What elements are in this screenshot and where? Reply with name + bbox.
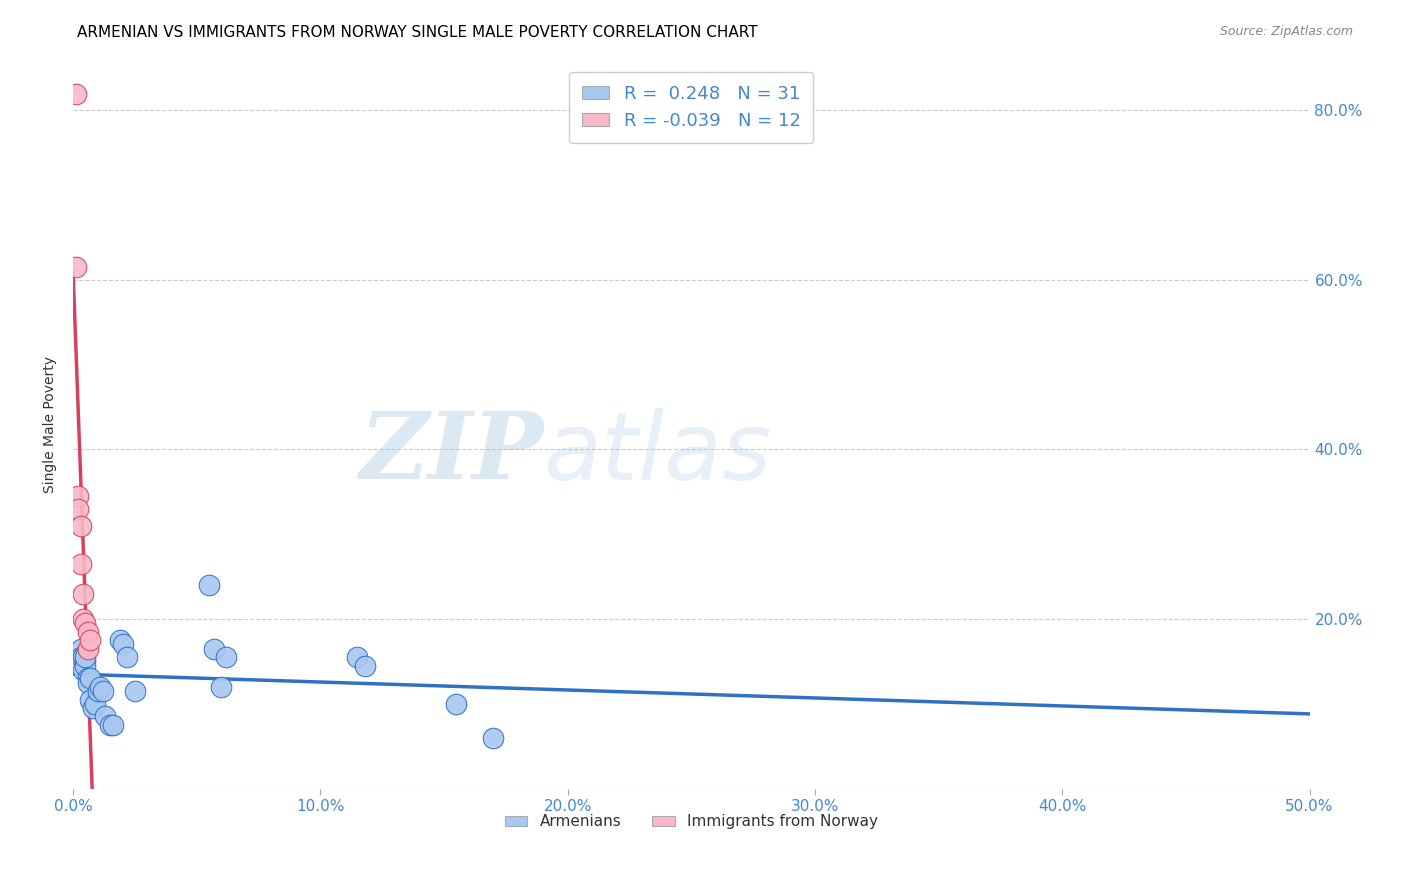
Point bbox=[77, 675, 100, 690]
Point bbox=[79, 692, 101, 706]
Legend: Armenians, Immigrants from Norway: Armenians, Immigrants from Norway bbox=[498, 808, 884, 836]
Point bbox=[72, 663, 94, 677]
Text: Source: ZipAtlas.com: Source: ZipAtlas.com bbox=[1219, 25, 1353, 38]
Point bbox=[67, 489, 90, 503]
Point bbox=[101, 718, 124, 732]
Point bbox=[94, 709, 117, 723]
Point bbox=[65, 87, 87, 101]
Point bbox=[446, 697, 468, 711]
Point bbox=[346, 650, 368, 665]
Point bbox=[84, 697, 107, 711]
Text: ZIP: ZIP bbox=[359, 409, 543, 499]
Point bbox=[69, 650, 91, 665]
Point bbox=[69, 641, 91, 656]
Point bbox=[77, 624, 100, 639]
Point bbox=[108, 633, 131, 648]
Point bbox=[72, 650, 94, 665]
Point bbox=[69, 557, 91, 571]
Point bbox=[75, 616, 97, 631]
Point bbox=[65, 260, 87, 275]
Point bbox=[111, 637, 134, 651]
Text: atlas: atlas bbox=[543, 408, 770, 499]
Text: ARMENIAN VS IMMIGRANTS FROM NORWAY SINGLE MALE POVERTY CORRELATION CHART: ARMENIAN VS IMMIGRANTS FROM NORWAY SINGL… bbox=[77, 25, 758, 40]
Point bbox=[198, 578, 221, 592]
Point bbox=[98, 718, 121, 732]
Point bbox=[482, 731, 505, 745]
Point bbox=[91, 684, 114, 698]
Point bbox=[79, 671, 101, 685]
Point bbox=[79, 633, 101, 648]
Point bbox=[75, 658, 97, 673]
Point bbox=[75, 650, 97, 665]
Point bbox=[215, 650, 238, 665]
Point bbox=[124, 684, 146, 698]
Point bbox=[67, 501, 90, 516]
Point bbox=[77, 641, 100, 656]
Point bbox=[75, 654, 97, 668]
Point bbox=[82, 701, 104, 715]
Point bbox=[89, 680, 111, 694]
Point bbox=[72, 612, 94, 626]
Point bbox=[211, 680, 233, 694]
Y-axis label: Single Male Poverty: Single Male Poverty bbox=[44, 356, 58, 492]
Point bbox=[72, 586, 94, 600]
Point bbox=[354, 658, 377, 673]
Point bbox=[117, 650, 139, 665]
Point bbox=[87, 684, 110, 698]
Point bbox=[69, 518, 91, 533]
Point bbox=[77, 671, 100, 685]
Point bbox=[202, 641, 225, 656]
